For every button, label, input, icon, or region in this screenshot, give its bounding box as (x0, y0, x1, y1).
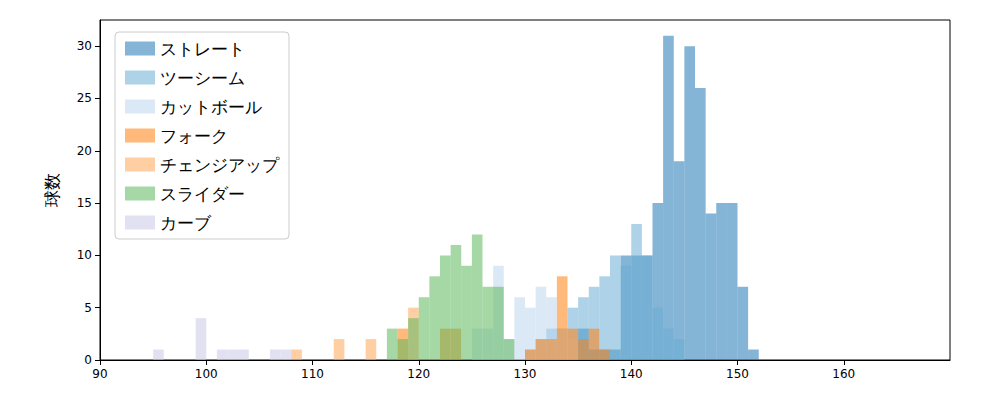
svg-text:25: 25 (77, 91, 92, 105)
svg-text:160: 160 (832, 367, 855, 381)
svg-text:90: 90 (92, 367, 107, 381)
svg-text:ストレート: ストレート (160, 39, 245, 59)
svg-text:30: 30 (77, 39, 92, 53)
svg-text:20: 20 (77, 144, 92, 158)
svg-text:15: 15 (77, 196, 92, 210)
svg-text:球数: 球数 (42, 173, 62, 207)
svg-text:10: 10 (77, 248, 92, 262)
svg-text:カットボール: カットボール (160, 97, 262, 117)
svg-text:140: 140 (620, 367, 643, 381)
svg-text:100: 100 (195, 367, 218, 381)
svg-text:チェンジアップ: チェンジアップ (160, 155, 280, 175)
svg-text:スライダー: スライダー (160, 184, 245, 204)
svg-text:5: 5 (84, 301, 92, 315)
svg-text:150: 150 (726, 367, 749, 381)
svg-text:フォーク: フォーク (160, 126, 228, 146)
svg-text:0: 0 (84, 353, 92, 367)
svg-text:ツーシーム: ツーシーム (160, 68, 245, 88)
svg-text:130: 130 (514, 367, 537, 381)
svg-text:110: 110 (301, 367, 324, 381)
svg-text:120: 120 (407, 367, 430, 381)
svg-text:カーブ: カーブ (160, 213, 212, 233)
